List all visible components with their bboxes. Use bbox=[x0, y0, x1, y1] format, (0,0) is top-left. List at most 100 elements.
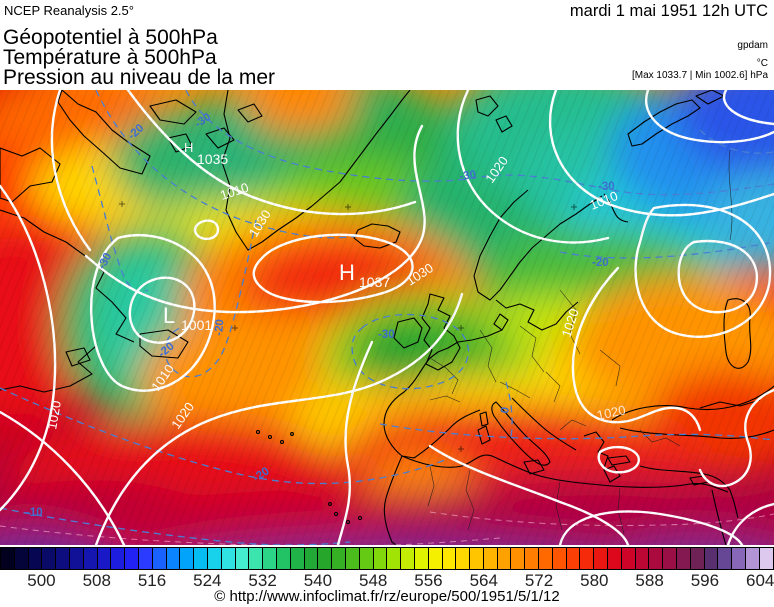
colorbar-cell bbox=[566, 548, 581, 569]
high-center-value: 1035 bbox=[197, 151, 228, 167]
colorbar-cell bbox=[28, 548, 43, 569]
colorbar-cell bbox=[263, 548, 277, 569]
colorbar-cell bbox=[649, 548, 664, 569]
colorbar-cell bbox=[373, 548, 388, 569]
colorbar-cell bbox=[180, 548, 195, 569]
colorbar-cell bbox=[14, 548, 29, 569]
isotherm-contours-warm bbox=[0, 511, 774, 545]
colorbar-cell bbox=[690, 548, 705, 569]
colorbar-tick: 572 bbox=[524, 571, 554, 590]
low-center-value: 1001 bbox=[181, 317, 212, 333]
colorbar-cell bbox=[276, 548, 291, 569]
colorbar-tick: 500 bbox=[27, 571, 56, 590]
colorbar-tick: 588 bbox=[635, 571, 664, 590]
colorbar-cell bbox=[318, 548, 333, 569]
colorbar-cell bbox=[525, 548, 540, 569]
colorbar-tick: 604 bbox=[745, 571, 774, 590]
colorbar-tick: 596 bbox=[690, 571, 720, 590]
colorbar-cell bbox=[594, 548, 609, 569]
map-area: 1030 1010 1030 1020 1010 1010 1020 1020 … bbox=[0, 90, 774, 545]
colorbar-cell bbox=[442, 548, 457, 569]
colorbar-cell bbox=[552, 548, 567, 569]
colorbar-tick: 524 bbox=[193, 571, 222, 590]
isobar-label: 1020 bbox=[596, 402, 627, 423]
colorbar-cell bbox=[387, 548, 402, 569]
field-title-geopotential: Géopotentiel à 500hPa bbox=[3, 26, 218, 49]
colorbar-cell bbox=[97, 548, 112, 569]
valid-datetime: mardi 1 mai 1951 12h UTC bbox=[569, 2, 768, 20]
colorbar-cell bbox=[207, 548, 222, 569]
colorbar-cell bbox=[345, 548, 360, 569]
high-center-letter: H bbox=[184, 140, 193, 155]
header: NCEP Reanalysis 2.5° Géopotentiel à 500h… bbox=[0, 0, 774, 90]
colorbar-cell bbox=[497, 548, 512, 569]
colorbar-tick: 532 bbox=[248, 571, 277, 590]
colorbar-tick: 548 bbox=[358, 571, 388, 590]
colorbar-cell bbox=[704, 548, 719, 569]
colorbar-cell bbox=[677, 548, 691, 569]
colorbar-cell bbox=[56, 548, 70, 569]
colorbar-cell bbox=[332, 548, 346, 569]
isotherm-label: -30 bbox=[459, 169, 477, 183]
colorbar-cell bbox=[456, 548, 471, 569]
colorbar-cell bbox=[759, 548, 774, 569]
colorbar-tick: 516 bbox=[137, 571, 167, 590]
colorbar-cell bbox=[166, 548, 181, 569]
isotherm-label: -10 bbox=[26, 507, 43, 519]
isotherm-label: 0 bbox=[499, 406, 512, 414]
colorbar-cell bbox=[663, 548, 678, 569]
colorbar-cell bbox=[221, 548, 236, 569]
isobar-contours bbox=[0, 90, 774, 545]
unit-geopotential: gpdam bbox=[737, 40, 768, 51]
isotherm-label: -20 bbox=[213, 319, 226, 337]
colorbar-cell bbox=[1, 548, 15, 569]
field-title-pressure: Pression au niveau de la mer bbox=[3, 66, 275, 89]
colorbar-cell bbox=[83, 548, 98, 569]
grid-cross-marks bbox=[119, 201, 577, 452]
low-center-letter: L bbox=[163, 303, 175, 328]
colorbar-ticks: 500 508 516 524 532 540 548 556 564 572 580 588 596 6… bbox=[0, 570, 774, 591]
colorbar-cell bbox=[69, 548, 84, 569]
colorbar-cell bbox=[290, 548, 305, 569]
colorbar-cell bbox=[152, 548, 167, 569]
colorbar-cell bbox=[401, 548, 415, 569]
colorbar-tick: 540 bbox=[303, 571, 333, 590]
colorbar-cell bbox=[635, 548, 650, 569]
colorbar-cell bbox=[511, 548, 526, 569]
field-title-temperature: Température à 500hPa bbox=[3, 46, 217, 69]
colorbar-cell bbox=[194, 548, 208, 569]
temperature-fill-field bbox=[0, 90, 774, 545]
isotherm-label: -30 bbox=[378, 329, 395, 341]
colorbar-cell bbox=[111, 548, 126, 569]
colorbar-tick: 556 bbox=[414, 571, 443, 590]
colorbar-cell bbox=[580, 548, 595, 569]
colorbar-cell bbox=[304, 548, 319, 569]
source-label: NCEP Reanalysis 2.5° bbox=[4, 3, 134, 18]
colorbar-cell bbox=[470, 548, 484, 569]
colorbar-cell bbox=[428, 548, 443, 569]
credit-url: © http://www.infoclimat.fr/rz/europe/500… bbox=[214, 588, 560, 605]
colorbar-cell bbox=[718, 548, 733, 569]
colorbar-cell bbox=[359, 548, 374, 569]
colorbar-cell bbox=[235, 548, 250, 569]
pressure-centers: H 1035 H 1037 L 1001 bbox=[163, 140, 390, 333]
colorbar-cell bbox=[483, 548, 498, 569]
colorbar bbox=[0, 547, 774, 570]
colorbar-cell bbox=[746, 548, 760, 569]
colorbar-cell bbox=[621, 548, 636, 569]
high-center-value: 1037 bbox=[359, 274, 390, 290]
isotherm-label: -20 bbox=[592, 257, 609, 269]
colorbar-tick: 580 bbox=[580, 571, 609, 590]
colorbar-cell bbox=[539, 548, 553, 569]
high-center-letter: H bbox=[339, 260, 355, 285]
colorbar-cell bbox=[414, 548, 429, 569]
colorbar-cell bbox=[138, 548, 153, 569]
pressure-minmax: [Max 1033.7 | Min 1002.6] hPa bbox=[631, 70, 768, 81]
isobar-label: 1020 bbox=[44, 399, 64, 430]
colorbar-cell bbox=[125, 548, 139, 569]
colorbar-cell bbox=[249, 548, 264, 569]
isotherm-label: -30 bbox=[598, 181, 615, 193]
weather-map-canvas: 1030 1010 1030 1020 1010 1010 1020 1020 … bbox=[0, 90, 774, 545]
unit-temperature: °C bbox=[756, 58, 768, 69]
